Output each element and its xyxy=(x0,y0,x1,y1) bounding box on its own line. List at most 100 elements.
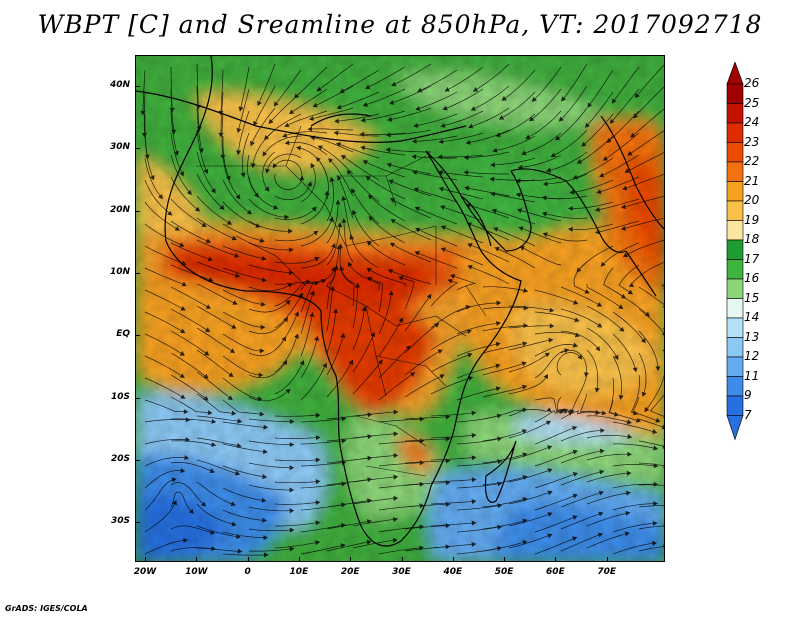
streamline-arrow xyxy=(390,219,396,224)
streamline-arrow xyxy=(337,175,342,181)
streamline-arrow xyxy=(341,438,347,444)
streamline-arrow xyxy=(599,469,605,475)
streamline xyxy=(390,198,432,219)
streamline xyxy=(248,198,289,218)
colorbar-cell xyxy=(726,161,744,182)
streamline-arrow xyxy=(548,337,554,343)
streamline xyxy=(248,418,294,422)
streamline-arrow xyxy=(264,168,270,174)
streamline xyxy=(534,397,565,414)
streamline-arrow xyxy=(468,376,474,381)
streamline xyxy=(340,69,380,93)
streamline-arrow xyxy=(234,273,240,278)
streamline xyxy=(367,277,383,313)
streamline xyxy=(390,242,432,263)
streamline xyxy=(413,113,458,127)
streamline-arrow xyxy=(315,435,321,441)
wbpt-map-graphic xyxy=(136,56,664,561)
streamline xyxy=(534,311,579,322)
streamline-arrow xyxy=(655,417,661,423)
streamline xyxy=(612,464,658,467)
streamline xyxy=(241,132,250,177)
streamline-arrow xyxy=(601,410,607,416)
streamline xyxy=(638,330,659,371)
streamline xyxy=(196,151,216,193)
streamline xyxy=(222,157,241,200)
streamline xyxy=(482,325,528,332)
streamline xyxy=(391,219,432,241)
lon-label: 10W xyxy=(185,567,208,577)
streamline xyxy=(222,553,268,556)
streamline xyxy=(603,132,640,161)
streamline-arrow xyxy=(464,185,470,191)
streamline-arrow xyxy=(392,537,398,543)
streamline-arrow xyxy=(463,170,469,176)
streamline xyxy=(221,113,224,159)
streamline-arrow xyxy=(289,419,295,424)
streamline-arrow xyxy=(598,490,604,496)
streamline-arrow xyxy=(257,396,263,402)
streamline xyxy=(430,543,476,549)
streamline xyxy=(398,276,415,310)
streamline-arrow xyxy=(231,235,237,241)
streamline xyxy=(326,200,339,244)
streamline-arrow xyxy=(624,168,630,173)
streamline-arrow xyxy=(231,324,237,329)
streamline-arrow xyxy=(311,206,317,212)
streamline xyxy=(621,217,664,230)
streamline-arrow xyxy=(355,282,360,288)
colorbar-cell xyxy=(726,142,744,163)
streamline xyxy=(272,159,303,181)
streamline-arrow xyxy=(366,519,372,525)
streamline xyxy=(638,352,647,397)
streamline xyxy=(534,536,577,555)
streamline xyxy=(252,129,276,168)
streamline xyxy=(570,371,588,414)
streamline xyxy=(274,181,312,201)
streamline xyxy=(438,154,484,158)
streamline-arrow xyxy=(185,417,191,423)
streamline-arrow xyxy=(491,208,497,214)
streamline-arrow xyxy=(602,156,609,161)
streamline xyxy=(351,188,380,225)
streamline xyxy=(366,176,406,200)
streamline-arrow xyxy=(624,531,630,537)
streamline-arrow xyxy=(581,141,587,147)
streamline xyxy=(289,88,328,114)
streamline-arrow xyxy=(228,372,234,378)
streamline xyxy=(518,226,562,244)
streamline-arrow xyxy=(595,409,601,415)
streamline xyxy=(378,317,404,357)
streamline-arrow xyxy=(558,116,564,122)
streamline-arrow xyxy=(523,288,529,293)
streamline-arrow xyxy=(596,302,603,307)
streamline xyxy=(560,410,600,420)
streamline xyxy=(222,487,266,502)
streamline-arrow xyxy=(662,349,664,352)
streamline-arrow xyxy=(618,304,624,310)
streamline-arrow xyxy=(620,204,627,210)
streamline-arrow xyxy=(652,540,658,546)
streamline-arrow xyxy=(366,267,372,273)
streamline xyxy=(350,235,380,269)
streamline-arrow xyxy=(209,468,215,474)
streamline xyxy=(300,483,346,489)
streamline xyxy=(144,135,155,180)
colorbar-cell xyxy=(726,395,744,416)
streamline-arrow xyxy=(201,501,207,507)
streamline-arrow xyxy=(413,187,419,193)
streamline-arrow xyxy=(337,222,343,228)
streamline-arrow xyxy=(230,501,236,507)
streamline-arrow xyxy=(333,265,339,271)
streamline xyxy=(508,305,554,312)
streamline-arrow xyxy=(289,109,295,115)
streamline xyxy=(170,491,194,514)
streamline xyxy=(220,91,224,137)
streamline xyxy=(612,522,657,533)
streamline xyxy=(493,135,536,152)
streamline-arrow xyxy=(284,214,290,220)
streamline xyxy=(618,264,640,295)
colorbar-label: 9 xyxy=(744,388,752,402)
streamline xyxy=(170,264,214,282)
streamline-arrow xyxy=(368,215,374,222)
